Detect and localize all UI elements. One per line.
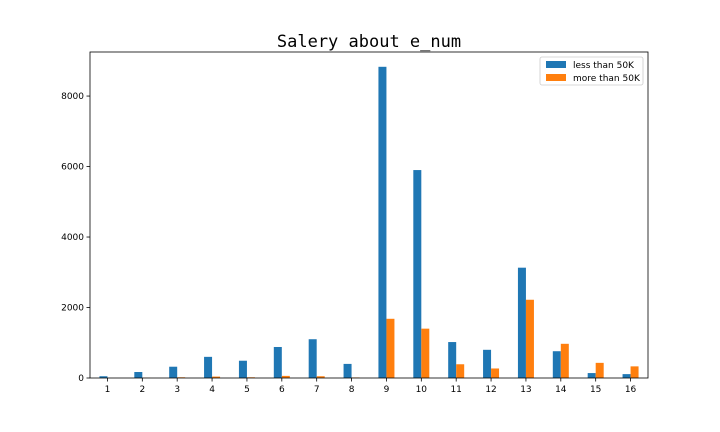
legend-swatch-more-than-50k <box>546 74 566 81</box>
bar-less-6 <box>273 346 282 378</box>
bar-less-5 <box>238 360 247 378</box>
bar-more-4 <box>212 376 221 378</box>
x-tick-label-8: 8 <box>349 385 355 395</box>
y-tick-label-6000: 6000 <box>61 163 84 173</box>
legend-label-less-than-50k: less than 50K <box>573 61 635 71</box>
legend: less than 50K more than 50K <box>539 56 644 86</box>
x-tick-label-9: 9 <box>384 385 390 395</box>
bars-layer <box>99 66 639 379</box>
bar-more-6 <box>281 375 290 378</box>
x-tick-label-11: 11 <box>450 385 461 395</box>
bar-more-15 <box>595 362 604 378</box>
x-tick-label-14: 14 <box>555 385 567 395</box>
bar-less-11 <box>448 342 457 378</box>
legend-label-more-than-50k: more than 50K <box>573 74 641 84</box>
bar-less-1 <box>99 376 108 378</box>
x-tick-label-7: 7 <box>314 385 320 395</box>
bar-less-14 <box>552 351 561 378</box>
bar-more-14 <box>560 343 569 378</box>
x-tick-label-10: 10 <box>416 385 428 395</box>
x-tick-label-4: 4 <box>209 385 215 395</box>
bar-less-12 <box>483 349 492 378</box>
bar-less-7 <box>308 339 317 378</box>
y-tick-label-0: 0 <box>78 374 84 384</box>
bar-more-9 <box>386 318 395 378</box>
bar-more-10 <box>421 328 430 378</box>
legend-swatch-less-than-50k <box>546 61 566 68</box>
bar-less-13 <box>517 267 526 378</box>
y-axis: 0 2000 4000 6000 8000 <box>61 92 90 384</box>
x-tick-label-3: 3 <box>174 385 180 395</box>
y-tick-label-4000: 4000 <box>61 233 84 243</box>
x-tick-label-1: 1 <box>105 385 111 395</box>
bar-less-15 <box>587 373 596 378</box>
x-tick-label-16: 16 <box>625 385 637 395</box>
bar-more-11 <box>456 364 465 378</box>
bar-more-16 <box>630 366 639 378</box>
plot-frame <box>89 51 649 379</box>
x-tick-label-2: 2 <box>139 385 145 395</box>
bar-more-12 <box>491 368 500 378</box>
bar-less-10 <box>413 170 422 378</box>
bar-less-16 <box>622 374 631 378</box>
chart-title: Salery about e_num <box>277 32 461 52</box>
x-tick-label-12: 12 <box>485 385 496 395</box>
bar-less-9 <box>378 66 387 379</box>
x-tick-label-13: 13 <box>520 385 531 395</box>
bar-less-4 <box>204 356 213 378</box>
bar-more-13 <box>525 299 534 378</box>
x-axis: 1 2 3 4 5 6 7 8 9 10 11 12 13 14 15 16 <box>105 378 637 395</box>
x-tick-label-5: 5 <box>244 385 250 395</box>
y-tick-label-2000: 2000 <box>61 304 84 314</box>
bar-less-2 <box>134 372 143 378</box>
bar-more-7 <box>316 376 325 378</box>
bar-less-8 <box>343 363 352 378</box>
x-tick-label-15: 15 <box>590 385 601 395</box>
bar-less-3 <box>169 366 178 378</box>
x-tick-label-6: 6 <box>279 385 285 395</box>
y-tick-label-8000: 8000 <box>61 92 84 102</box>
